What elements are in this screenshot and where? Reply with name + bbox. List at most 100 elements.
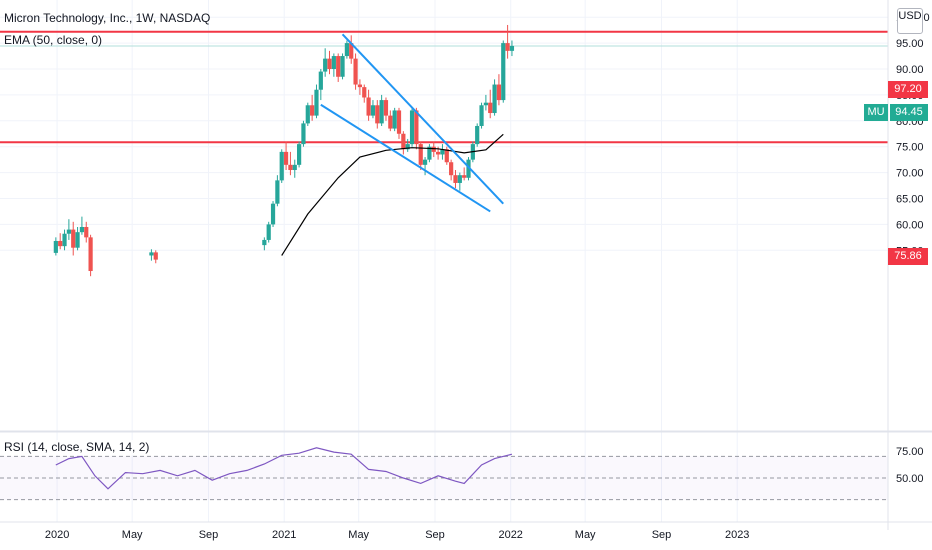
candle-up (340, 53, 345, 80)
currency-button[interactable]: USD (897, 8, 923, 34)
candle-up (275, 175, 280, 207)
candle-body (336, 56, 341, 77)
candle-up (53, 237, 58, 256)
candle-body (314, 89, 319, 116)
candle-up (509, 40, 515, 57)
candle-down (375, 100, 380, 129)
trendline (320, 103, 491, 213)
candle-up (344, 40, 349, 59)
candle-down (496, 74, 502, 106)
candle-body (457, 175, 462, 183)
ema-line (281, 133, 504, 256)
candle-up (392, 107, 397, 132)
candle-up (79, 216, 85, 235)
price-tick-label: 95.00 (896, 38, 924, 50)
candle-up (492, 79, 497, 116)
candle-down (336, 53, 341, 82)
candle-up (457, 172, 462, 191)
candle-up (379, 94, 384, 126)
resistance-price-tag: 97.20 (888, 81, 928, 98)
ema-legend[interactable]: EMA (50, close, 0) (4, 33, 103, 47)
candle-up (292, 159, 297, 178)
candle-body (444, 149, 449, 163)
candle-body (75, 232, 80, 248)
candle-body (275, 180, 280, 204)
candle-body (414, 110, 419, 145)
candle-body (462, 175, 467, 178)
time-axis-label: May (348, 529, 369, 541)
candle-down (357, 79, 363, 95)
time-axis-label: Sep (425, 529, 445, 541)
candle-up (75, 226, 80, 251)
candle-body (153, 252, 158, 260)
rsi-legend[interactable]: RSI (14, close, SMA, 14, 2) (4, 440, 150, 455)
candle-up (323, 48, 328, 77)
time-axis-label: 2020 (45, 529, 69, 541)
price-tick-label: 60.00 (896, 219, 924, 231)
candle-body (409, 110, 415, 145)
candle-body (392, 110, 397, 129)
candle-body (431, 146, 436, 152)
candle-up (270, 201, 276, 227)
candle-body (149, 252, 154, 256)
candle-down (327, 50, 332, 75)
candle-body (53, 240, 58, 253)
candle-body (509, 45, 515, 51)
time-axis-label: 2021 (272, 529, 296, 541)
candle-body (353, 58, 358, 85)
time-axis-label: 2023 (725, 529, 749, 541)
candle-up (440, 144, 445, 160)
candle-up (262, 237, 267, 251)
candle-down (362, 84, 367, 103)
candle-body (366, 97, 371, 116)
candle-down (488, 89, 493, 119)
price-tick-label: 65.00 (896, 194, 924, 206)
candle-up (501, 40, 506, 103)
candle-up (66, 219, 71, 240)
time-axis-label: Sep (199, 529, 219, 541)
candle-body (357, 84, 363, 88)
last-price-symbol-tag: MU (864, 104, 888, 121)
trendline (341, 33, 504, 205)
candle-body (301, 123, 306, 145)
symbol-title: Micron Technology, Inc., 1W, NASDAQ (4, 11, 211, 25)
candle-body (483, 102, 488, 106)
price-tick-label: 90.00 (896, 64, 924, 76)
candle-body (266, 224, 271, 240)
candle-down (453, 170, 458, 189)
candle-body (327, 58, 332, 69)
candle-body (379, 100, 384, 124)
candle-down (505, 24, 510, 59)
candle-body (340, 56, 345, 77)
candle-up (422, 157, 428, 176)
candle-body (66, 229, 71, 234)
support-price-tag: 75.86 (888, 248, 928, 265)
candle-body (479, 105, 484, 126)
last-price-tag: 94.45 (890, 104, 928, 121)
overlays (281, 33, 504, 256)
candle-body (466, 159, 471, 178)
candle-body (297, 144, 302, 165)
candle-up (305, 102, 310, 126)
time-axis-label: May (575, 529, 596, 541)
candle-up (409, 107, 415, 147)
candle-down (462, 167, 467, 181)
price-tick-label: 70.00 (896, 168, 924, 180)
candle-body (292, 164, 297, 171)
candle-down (88, 234, 93, 277)
candle-body (344, 43, 349, 57)
candle-body (505, 43, 510, 51)
candle-down (349, 35, 354, 64)
candle-up (297, 141, 302, 168)
candle-body (436, 151, 441, 155)
candle-down (84, 221, 89, 243)
candle-body (349, 43, 354, 59)
candle-down (153, 250, 158, 264)
candle-body (79, 226, 85, 233)
candle-body (270, 203, 276, 225)
candle-up (314, 84, 319, 119)
rsi-tick-label: 50.00 (896, 473, 924, 485)
candle-body (62, 233, 67, 247)
